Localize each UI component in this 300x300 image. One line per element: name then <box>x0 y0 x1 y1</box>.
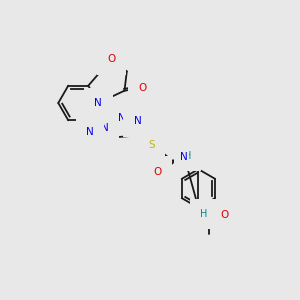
Text: N: N <box>86 127 94 137</box>
Text: N: N <box>180 152 188 162</box>
Text: N: N <box>134 116 142 127</box>
Text: N: N <box>118 113 125 123</box>
Text: N: N <box>194 207 202 217</box>
Text: N: N <box>94 98 102 108</box>
Text: O: O <box>139 83 147 93</box>
Text: O: O <box>107 54 116 64</box>
Text: H: H <box>200 209 208 219</box>
Text: O: O <box>154 167 162 176</box>
Text: H: H <box>184 151 191 161</box>
Text: S: S <box>148 140 155 150</box>
Text: N: N <box>100 123 108 133</box>
Text: O: O <box>220 210 229 220</box>
